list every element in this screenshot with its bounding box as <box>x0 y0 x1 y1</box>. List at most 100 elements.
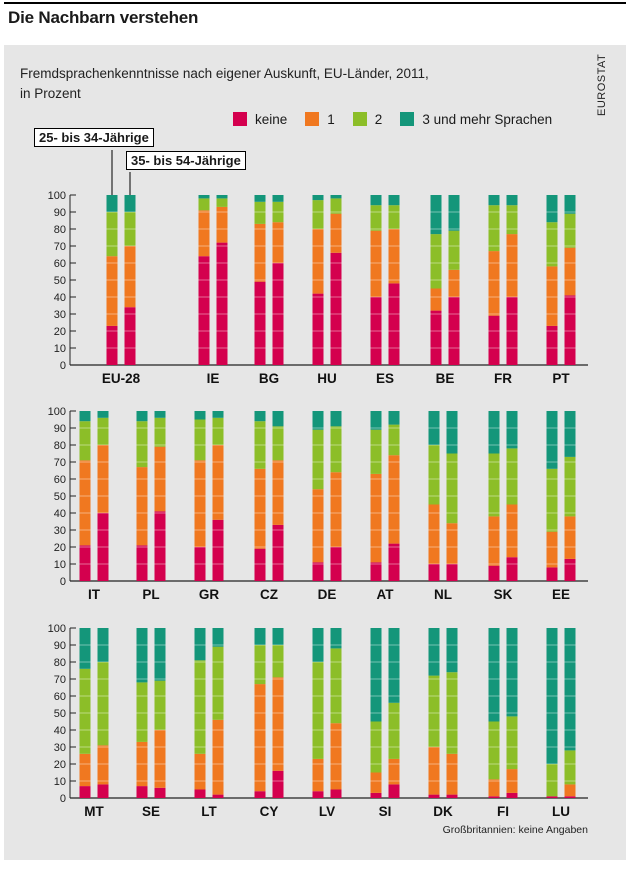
bar-segment-se-35-54-three-plus <box>154 628 166 681</box>
y-tick-label: 10 <box>54 559 66 571</box>
bar-segment-sk-35-54-one <box>506 504 518 558</box>
bar-segment-nl-25-34-two <box>428 445 440 505</box>
bar-segment-es-25-34-two <box>370 205 382 231</box>
bar-segment-fi-25-34-keine <box>488 796 500 798</box>
bar-segment-bg-25-34-two <box>254 201 266 224</box>
bar-segment-cy-25-34-keine <box>254 791 266 798</box>
bar-segment-mt-25-34-three-plus <box>79 628 91 669</box>
bar-segment-it-25-34-two <box>79 421 91 461</box>
bar-segment-lv-25-34-keine <box>312 791 324 798</box>
country-label-be: BE <box>436 371 455 386</box>
bar-segment-cy-25-34-one <box>254 684 266 792</box>
country-label-si: SI <box>379 804 392 819</box>
y-tick-label: 50 <box>54 708 66 720</box>
country-label-sk: SK <box>494 587 513 602</box>
bar-segment-cz-25-34-one <box>254 468 266 549</box>
bar-segment-de-25-34-two <box>312 429 324 490</box>
bar-segment-bg-35-54-one <box>272 222 284 263</box>
country-label-ie: IE <box>207 371 220 386</box>
bar-segment-be-35-54-one <box>448 269 460 297</box>
bar-segment-lu-25-34-keine <box>546 796 558 798</box>
bar-segment-fr-25-34-three-plus <box>488 195 500 206</box>
subtitle: Fremdsprachenkenntnisse nach eigener Aus… <box>20 64 500 104</box>
bar-segment-mt-25-34-keine <box>79 786 91 798</box>
bar-segment-lt-25-34-one <box>194 753 206 790</box>
bar-segment-se-35-54-keine <box>154 787 166 798</box>
country-label-bg: BG <box>259 371 279 386</box>
bar-segment-be-25-34-two <box>430 234 442 289</box>
bar-segment-be-25-34-keine <box>430 310 442 365</box>
country-label-lv: LV <box>319 804 335 819</box>
country-label-fi: FI <box>497 804 509 819</box>
bar-segment-si-35-54-three-plus <box>388 628 400 703</box>
country-label-cz: CZ <box>260 587 278 602</box>
bar-segment-nl-35-54-keine <box>446 564 458 581</box>
bar-segment-hu-25-34-keine <box>312 293 324 365</box>
bar-segment-sk-25-34-one <box>488 516 500 566</box>
bar-segment-fi-35-54-two <box>506 716 518 770</box>
country-label-es: ES <box>376 371 394 386</box>
bar-segment-pt-25-34-one <box>546 266 558 326</box>
bar-segment-lt-25-34-keine <box>194 789 206 798</box>
bar-segment-be-25-34-one <box>430 288 442 311</box>
bar-segment-fr-25-34-two <box>488 205 500 252</box>
bar-segment-lu-35-54-three-plus <box>564 628 576 751</box>
bar-segment-lt-35-54-two <box>212 646 224 720</box>
bar-segment-be-25-34-three-plus <box>430 195 442 235</box>
legend-swatch-1 <box>305 112 320 126</box>
bar-segment-se-25-34-three-plus <box>136 628 148 683</box>
y-tick-label: 30 <box>54 525 66 537</box>
bar-segment-pt-25-34-three-plus <box>546 195 558 223</box>
bar-segment-es-25-34-one <box>370 230 382 297</box>
legend-label-keine: keine <box>255 111 288 127</box>
country-label-mt: MT <box>84 804 104 819</box>
bar-segment-ie-25-34-two <box>198 198 210 211</box>
subtitle-line-1: Fremdsprachenkenntnisse nach eigener Aus… <box>20 66 429 81</box>
country-label-gr: GR <box>199 587 220 602</box>
bar-segment-se-25-34-keine <box>136 786 148 798</box>
callout-age-35-54: 35- bis 54-Jährige <box>126 151 246 170</box>
bar-segment-fr-35-54-one <box>506 234 518 297</box>
y-tick-label: 20 <box>54 326 66 338</box>
legend-swatch-3plus <box>400 112 415 126</box>
y-tick-label: 90 <box>54 207 66 219</box>
bar-segment-dk-25-34-keine <box>428 794 440 798</box>
bar-segment-dk-25-34-three-plus <box>428 628 440 676</box>
bar-segment-lv-35-54-two <box>330 648 342 724</box>
bar-segment-hu-25-34-two <box>312 200 324 229</box>
y-tick-label: 50 <box>54 275 66 287</box>
legend-swatch-keine <box>233 112 247 126</box>
bar-segment-ee-25-34-two <box>546 468 558 532</box>
y-tick-label: 0 <box>60 360 66 372</box>
country-label-de: DE <box>318 587 337 602</box>
bar-segment-eu-28-25-34-keine <box>106 325 118 365</box>
bar-segment-ie-25-34-keine <box>198 256 210 365</box>
bar-segment-pl-35-54-three-plus <box>154 411 166 418</box>
bar-segment-pt-25-34-two <box>546 222 558 267</box>
bar-segment-cy-25-34-three-plus <box>254 628 266 645</box>
bar-segment-de-25-34-one <box>312 489 324 563</box>
bar-segment-at-35-54-two <box>388 424 400 456</box>
y-tick-label: 90 <box>54 423 66 435</box>
bar-segment-ee-35-54-one <box>564 516 576 559</box>
bar-segment-lv-25-34-one <box>312 758 324 792</box>
bar-segment-de-25-34-three-plus <box>312 411 324 430</box>
bar-segment-fr-35-54-two <box>506 205 518 235</box>
bar-segment-es-35-54-three-plus <box>388 195 400 206</box>
bar-segment-sk-25-34-three-plus <box>488 411 500 454</box>
bar-segment-be-35-54-three-plus <box>448 195 460 231</box>
bar-segment-se-35-54-two <box>154 680 166 730</box>
bar-segment-eu-28-35-54-keine <box>124 307 136 365</box>
bar-segment-es-35-54-keine <box>388 283 400 365</box>
y-tick-label: 10 <box>54 776 66 788</box>
bar-segment-fi-25-34-three-plus <box>488 628 500 722</box>
bar-segment-pl-35-54-two <box>154 417 166 447</box>
bar-segment-cy-25-34-two <box>254 645 266 685</box>
bar-segment-eu-28-25-34-three-plus <box>106 195 118 212</box>
legend-swatch-2 <box>352 112 367 126</box>
bar-segment-eu-28-35-54-one <box>124 246 136 308</box>
bar-segment-de-35-54-one <box>330 472 342 547</box>
bar-segment-pl-25-34-keine <box>136 545 148 581</box>
bar-segment-gr-25-34-three-plus <box>194 411 206 420</box>
